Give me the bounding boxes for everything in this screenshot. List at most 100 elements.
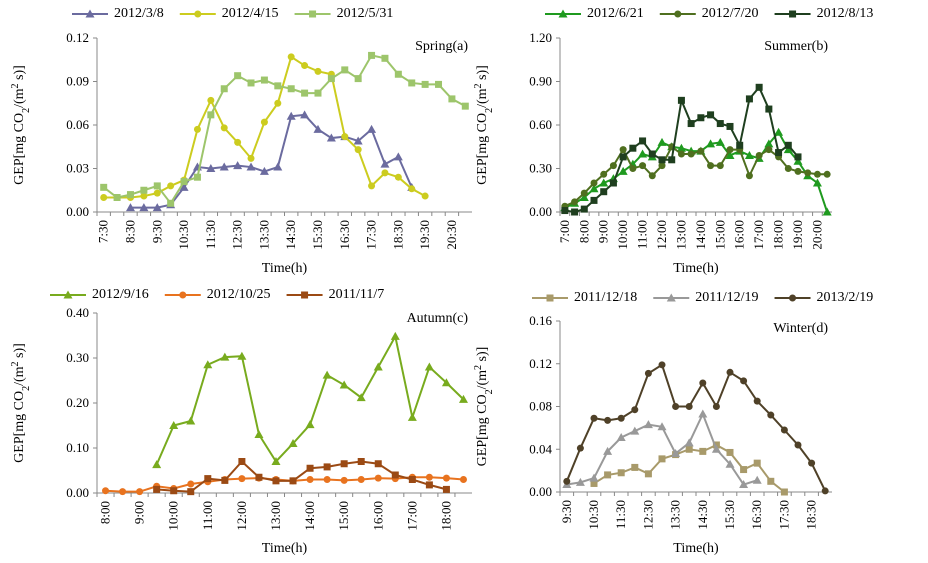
marker: [313, 124, 323, 133]
series-line: [156, 460, 447, 493]
marker: [421, 192, 429, 200]
y-axis-label-part: /(m: [475, 370, 490, 390]
marker: [374, 460, 382, 468]
marker: [102, 487, 110, 495]
marker: [306, 476, 314, 483]
marker: [234, 138, 242, 146]
marker: [775, 149, 783, 157]
marker: [638, 149, 648, 158]
marker: [139, 203, 149, 212]
panel-label: Winter(d): [773, 321, 828, 336]
marker: [658, 156, 666, 164]
y-axis-label-part: 2: [484, 389, 495, 394]
marker: [575, 477, 585, 486]
x-tick-label: 9:00: [596, 220, 611, 243]
legend-marker: [546, 294, 554, 302]
marker: [699, 379, 707, 387]
marker: [341, 66, 349, 74]
panel-label: Spring(a): [415, 39, 468, 54]
x-tick-label: 17:00: [751, 220, 766, 250]
marker: [753, 397, 761, 405]
marker: [435, 80, 443, 88]
x-tick-label: 18:00: [438, 501, 453, 531]
x-tick-label: 13:00: [673, 220, 688, 250]
legend-label: 2012/5/31: [337, 6, 394, 21]
legend-label: 2012/3/8: [114, 6, 164, 21]
marker: [697, 147, 705, 155]
marker: [716, 120, 724, 128]
marker: [113, 194, 121, 201]
marker: [407, 412, 417, 421]
marker: [233, 161, 243, 170]
marker: [631, 463, 639, 471]
y-tick-label: 0.00: [529, 484, 552, 499]
marker: [668, 156, 676, 164]
x-tick-label: 12:00: [234, 501, 249, 531]
x-tick-label: 16:00: [732, 220, 747, 250]
series-line: [564, 145, 828, 208]
marker: [260, 118, 268, 126]
x-tick-label: 7:00: [557, 220, 572, 243]
marker: [357, 458, 365, 465]
marker: [207, 111, 215, 119]
y-axis-label-part: /(m: [12, 366, 27, 386]
marker: [684, 438, 694, 447]
marker: [408, 79, 416, 87]
marker: [247, 79, 255, 87]
marker: [765, 105, 773, 113]
marker: [561, 207, 569, 215]
marker: [220, 85, 228, 93]
marker: [421, 80, 429, 88]
legend-marker: [666, 293, 676, 302]
marker: [794, 441, 802, 449]
y-axis-label: GEP[mg CO2/(m2 s)]: [473, 347, 495, 467]
marker: [442, 474, 450, 482]
marker: [671, 449, 681, 458]
y-axis-label-part: s)]: [12, 343, 27, 361]
marker: [354, 75, 362, 83]
y-axis-label-part: GEP[mg CO: [475, 113, 490, 185]
marker: [193, 173, 201, 181]
marker: [658, 455, 666, 463]
x-tick-label: 17:30: [364, 220, 379, 250]
marker: [699, 447, 707, 455]
marker: [461, 102, 469, 110]
marker: [289, 477, 297, 485]
marker: [725, 459, 735, 468]
marker: [100, 194, 108, 201]
marker: [288, 439, 298, 447]
x-tick-label: 12:30: [640, 500, 655, 530]
y-tick-label: 0.03: [66, 161, 89, 176]
marker: [677, 96, 685, 104]
x-tick-label: 12:00: [654, 220, 669, 250]
x-tick-label: 11:00: [200, 501, 215, 530]
marker: [707, 162, 715, 170]
marker: [314, 67, 322, 75]
y-tick-label: 0.60: [529, 117, 552, 132]
y-tick-label: 0.12: [529, 356, 552, 371]
marker: [687, 150, 695, 158]
x-tick-label: 11:00: [635, 220, 650, 249]
marker: [273, 162, 283, 171]
marker: [780, 488, 788, 496]
y-axis-label-part: GEP[mg CO: [475, 394, 490, 466]
marker: [590, 479, 598, 487]
panel-label: Summer(b): [764, 39, 828, 54]
x-tick-label: 11:30: [203, 220, 218, 249]
marker: [589, 184, 599, 193]
y-axis-label-part: GEP[mg CO: [12, 113, 27, 185]
marker: [629, 165, 637, 172]
marker: [394, 173, 402, 181]
marker: [726, 122, 734, 130]
marker: [677, 150, 685, 158]
marker: [305, 420, 315, 429]
marker: [808, 459, 816, 467]
marker: [617, 469, 625, 477]
marker: [300, 110, 310, 119]
marker: [408, 476, 416, 483]
y-axis-label-part: 2: [484, 108, 495, 113]
legend-marker: [179, 291, 187, 299]
legend-label: 2012/6/21: [587, 6, 644, 21]
legend-label: 2012/9/16: [92, 287, 149, 302]
